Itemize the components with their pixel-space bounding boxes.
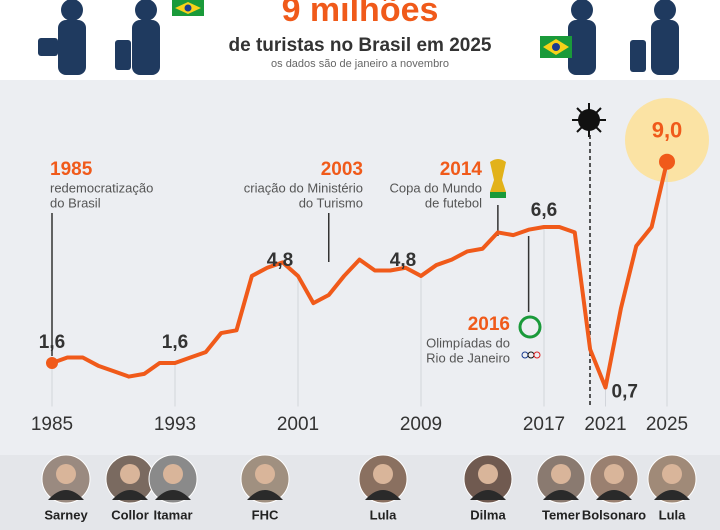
photo-face bbox=[662, 464, 682, 484]
value-label: 1,6 bbox=[162, 332, 188, 353]
photo-face bbox=[120, 464, 140, 484]
value-label: 0,7 bbox=[612, 381, 638, 402]
series-line bbox=[51, 161, 669, 390]
president-name: Itamar bbox=[153, 507, 192, 522]
x-tick-label: 1985 bbox=[31, 414, 73, 435]
annotation-text: do Brasil bbox=[50, 195, 101, 210]
annotation-year: 2014 bbox=[440, 159, 483, 180]
photo-face bbox=[56, 464, 76, 484]
covid-icon bbox=[572, 103, 606, 137]
president-name: Lula bbox=[659, 507, 686, 522]
photo-suit bbox=[470, 490, 506, 500]
photo-suit bbox=[365, 490, 401, 500]
president-name: Collor bbox=[111, 507, 149, 522]
photo-face bbox=[255, 464, 275, 484]
photo-suit bbox=[48, 490, 84, 500]
chart-bg bbox=[0, 80, 720, 455]
value-label: 4,8 bbox=[267, 250, 293, 271]
value-label: 1,6 bbox=[39, 332, 65, 353]
annotation-text: Rio de Janeiro bbox=[426, 350, 510, 365]
point bbox=[659, 153, 675, 170]
photo-face bbox=[604, 464, 624, 484]
president-name: Dilma bbox=[470, 507, 506, 522]
highlight-halo bbox=[625, 98, 709, 182]
x-tick-label: 2021 bbox=[584, 414, 626, 435]
tourist-icons bbox=[38, 0, 679, 75]
president-name: Lula bbox=[370, 507, 397, 522]
value-label: 6,6 bbox=[531, 200, 557, 221]
photo-suit bbox=[543, 490, 579, 500]
annotation-text: de futebol bbox=[425, 195, 482, 210]
x-tick-label: 2001 bbox=[277, 414, 319, 435]
note: os dados são de janeiro a novembro bbox=[271, 58, 449, 70]
president-name: FHC bbox=[252, 507, 279, 522]
cup-icon bbox=[490, 159, 506, 198]
photo-face bbox=[373, 464, 393, 484]
president-name: Temer bbox=[542, 507, 580, 522]
title: 9 milhões bbox=[282, 0, 439, 29]
x-tick-label: 1993 bbox=[154, 414, 196, 435]
photo-suit bbox=[654, 490, 690, 500]
photo-suit bbox=[112, 490, 148, 500]
annotation-text: Copa do Mundo bbox=[389, 180, 482, 195]
annotation-year: 1985 bbox=[50, 159, 93, 180]
value-label: 4,8 bbox=[390, 250, 416, 271]
point bbox=[46, 356, 58, 369]
annotation-year: 2016 bbox=[468, 314, 510, 335]
x-tick-label: 2009 bbox=[400, 414, 442, 435]
value-label: 9,0 bbox=[652, 118, 683, 143]
annotation-year: 2003 bbox=[321, 159, 363, 180]
annotation-text: do Turismo bbox=[299, 195, 363, 210]
annotation-text: redemocratização bbox=[50, 180, 153, 195]
annotation-text: criação do Ministério bbox=[244, 180, 363, 195]
photo-face bbox=[551, 464, 571, 484]
photo-face bbox=[478, 464, 498, 484]
x-tick-label: 2025 bbox=[646, 414, 688, 435]
photo-suit bbox=[247, 490, 283, 500]
photo-suit bbox=[155, 490, 191, 500]
photo-face bbox=[163, 464, 183, 484]
x-tick-label: 2017 bbox=[523, 414, 565, 435]
president-name: Sarney bbox=[44, 507, 88, 522]
olympic-icon bbox=[518, 315, 542, 359]
photo-suit bbox=[596, 490, 632, 500]
annotation-text: Olimpíadas do bbox=[426, 335, 510, 350]
subtitle: de turistas no Brasil em 2025 bbox=[229, 35, 492, 56]
president-name: Bolsonaro bbox=[582, 507, 646, 522]
